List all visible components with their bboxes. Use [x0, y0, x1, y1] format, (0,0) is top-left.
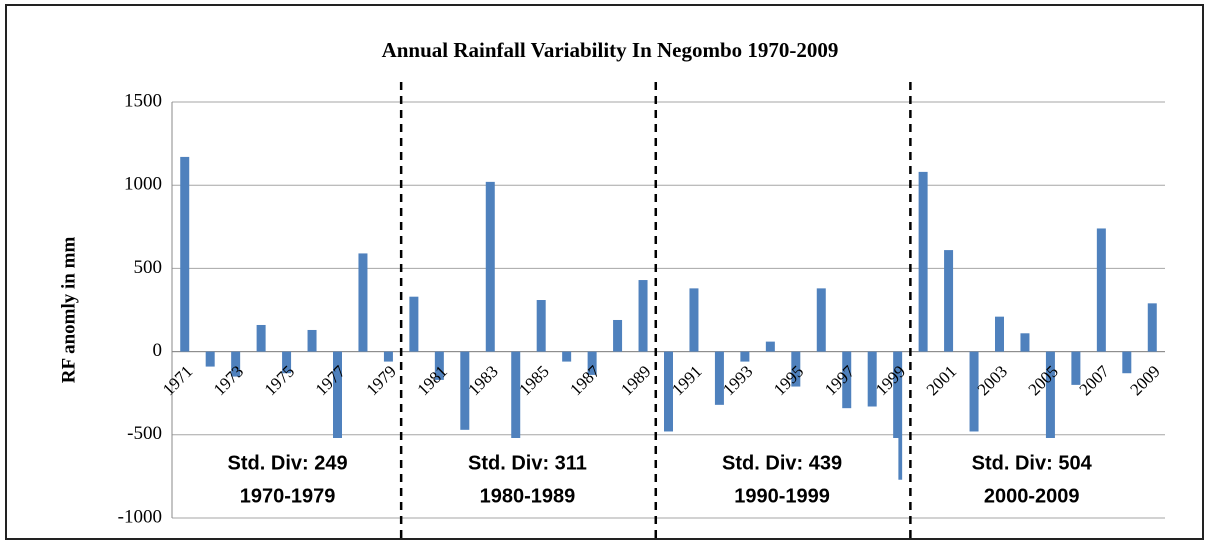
- bar: [358, 253, 368, 352]
- bar: [969, 351, 979, 432]
- bar: [205, 351, 215, 367]
- bar: [434, 351, 444, 380]
- bar: [485, 181, 495, 352]
- annotation-text: Std. Div: 249: [228, 452, 348, 474]
- bar: [867, 351, 877, 407]
- bar: [1122, 351, 1132, 374]
- bar: [383, 351, 393, 362]
- bar: [282, 351, 292, 374]
- y-tick-label: 1000: [124, 174, 162, 195]
- y-tick-label: -500: [127, 423, 162, 444]
- bar: [689, 288, 699, 352]
- annotation-period: 1990-1999: [734, 485, 830, 507]
- annotation-text: Std. Div: 439: [722, 452, 842, 474]
- bar: [816, 288, 826, 352]
- bar: [511, 351, 521, 440]
- y-tick-label: 1500: [124, 90, 162, 111]
- bar: [180, 156, 190, 352]
- bar: [995, 316, 1004, 352]
- annotation-box: [411, 438, 644, 516]
- bar: [638, 280, 648, 352]
- annotation-text: Std. Div: 504: [972, 452, 1093, 474]
- bar: [944, 250, 954, 352]
- annotation-box: [186, 438, 390, 516]
- bar: [536, 300, 546, 352]
- bar: [587, 351, 597, 375]
- bar: [231, 351, 241, 377]
- bar: [409, 296, 419, 352]
- bar: [1020, 333, 1030, 352]
- bar: [460, 351, 470, 430]
- bar: [714, 351, 724, 405]
- bar: [893, 351, 903, 480]
- annotation-box: [920, 438, 1143, 516]
- annotation-period: 1980-1989: [480, 485, 576, 507]
- y-tick-label: 500: [134, 257, 163, 278]
- bar: [333, 351, 342, 442]
- annotation-period: 1970-1979: [240, 485, 336, 507]
- bar: [1147, 303, 1157, 352]
- bar: [791, 351, 801, 387]
- bar: [1071, 351, 1081, 385]
- bar: [842, 351, 852, 409]
- chart-title: Annual Rainfall Variability In Negombo 1…: [382, 38, 839, 62]
- bar: [256, 324, 266, 352]
- bar: [765, 341, 775, 352]
- bar: [562, 351, 572, 362]
- annotation-box: [665, 438, 899, 516]
- bar: [740, 351, 750, 362]
- bar: [664, 351, 673, 432]
- y-tick-label: -1000: [118, 506, 162, 527]
- bar: [918, 171, 928, 352]
- annotation-period: 2000-2009: [984, 485, 1080, 507]
- bar: [307, 329, 317, 352]
- y-axis-title: RF anomly in mm: [58, 237, 79, 384]
- annotation-text: Std. Div: 311: [468, 452, 587, 474]
- bar: [1045, 351, 1055, 440]
- bar: [1096, 228, 1106, 352]
- bar: [613, 319, 623, 352]
- y-tick-label: 0: [153, 340, 163, 361]
